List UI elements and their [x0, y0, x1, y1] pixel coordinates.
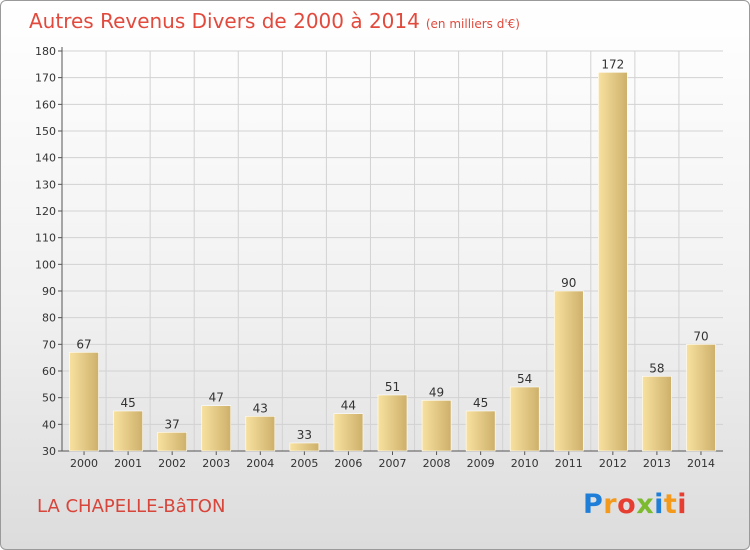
chart-title: Autres Revenus Divers de 2000 à 2014 (en … [29, 9, 520, 33]
x-tick-label: 2005 [290, 457, 318, 470]
bar-2004 [245, 416, 276, 452]
y-tick-label: 150 [35, 125, 56, 138]
x-tick-label: 2013 [643, 457, 671, 470]
y-tick-label: 40 [42, 418, 56, 431]
value-label: 43 [253, 401, 268, 415]
bars [69, 72, 716, 452]
value-label: 172 [601, 57, 624, 71]
y-tick-label: 100 [35, 258, 56, 271]
y-tick-label: 170 [35, 72, 56, 85]
value-label: 70 [693, 329, 708, 343]
value-label: 33 [297, 428, 312, 442]
bar-2001 [113, 410, 143, 452]
x-tick-label: 2008 [423, 457, 451, 470]
logo-letter: o [617, 489, 637, 520]
x-tick-label: 2014 [687, 457, 715, 470]
y-tick-label: 110 [35, 232, 56, 245]
y-tick-label: 50 [42, 392, 56, 405]
x-tick-label: 2007 [379, 457, 407, 470]
logo-letter: i [654, 489, 664, 520]
x-tick-label: 2009 [467, 457, 495, 470]
logo-letter: t [663, 489, 678, 520]
y-tick-label: 120 [35, 205, 56, 218]
logo-letter: i [677, 489, 688, 520]
value-label: 67 [76, 337, 91, 351]
chart-title-text: Autres Revenus Divers de 2000 à 2014 [29, 9, 420, 33]
value-label: 51 [385, 380, 400, 394]
y-tick-label: 90 [42, 285, 56, 298]
value-label: 44 [341, 399, 356, 413]
y-tick-label: 70 [42, 338, 56, 351]
value-label: 47 [209, 391, 224, 405]
y-tick-label: 160 [35, 98, 56, 111]
proxiti-logo: Proxiti [583, 489, 687, 520]
bar-2011 [553, 290, 584, 452]
x-tick-label: 2003 [202, 457, 230, 470]
bar-2012 [598, 72, 628, 452]
logo-letter: P [583, 489, 604, 520]
value-label: 49 [429, 385, 444, 399]
x-tick-label: 2002 [158, 457, 186, 470]
x-tick-label: 2004 [246, 457, 274, 470]
logo-letter: x [636, 489, 655, 520]
value-label: 45 [120, 396, 135, 410]
x-tick-label: 2001 [114, 457, 142, 470]
bar-2010 [509, 386, 540, 452]
value-labels: 67 45 37 47 43 33 44 51 49 45 54 90 172 58 70 [76, 57, 708, 442]
x-tick-label: 2011 [555, 457, 583, 470]
bar-2002 [157, 432, 187, 452]
y-tick-labels: 30 40 50 60 70 80 90 100 110 120 130 140 150 160 170 18… [35, 45, 56, 458]
value-label: 37 [165, 417, 180, 431]
value-label: 90 [561, 276, 576, 290]
value-label: 58 [649, 361, 664, 375]
x-tick-label: 2006 [334, 457, 362, 470]
y-tick-label: 30 [42, 445, 56, 458]
y-tick-label: 60 [42, 365, 56, 378]
chart-unit-label: (en milliers d'€) [425, 17, 520, 31]
x-tick-label: 2012 [599, 457, 627, 470]
bar-2000 [69, 352, 99, 452]
bar-2009 [465, 410, 496, 452]
value-label: 45 [473, 396, 488, 410]
logo-letter: r [603, 489, 618, 520]
bar-2006 [333, 413, 364, 452]
bar-2007 [377, 394, 408, 452]
y-tick-label: 180 [35, 45, 56, 58]
bar-2003 [201, 405, 232, 452]
y-tick-label: 140 [35, 152, 56, 165]
commune-name: LA CHAPELLE-BâTON [37, 496, 226, 517]
y-tick-label: 80 [42, 312, 56, 325]
value-label: 54 [517, 372, 532, 386]
bar-2014 [686, 344, 716, 452]
x-tick-label: 2010 [511, 457, 539, 470]
bar-2005 [289, 442, 320, 452]
y-tick-label: 130 [35, 178, 56, 191]
x-tick-label: 2000 [70, 457, 98, 470]
bar-2008 [421, 400, 452, 452]
bar-2013 [642, 376, 672, 452]
x-tick-labels: 2000 2001 2002 2003 2004 2005 2006 2007 2008 2009… [70, 457, 715, 470]
